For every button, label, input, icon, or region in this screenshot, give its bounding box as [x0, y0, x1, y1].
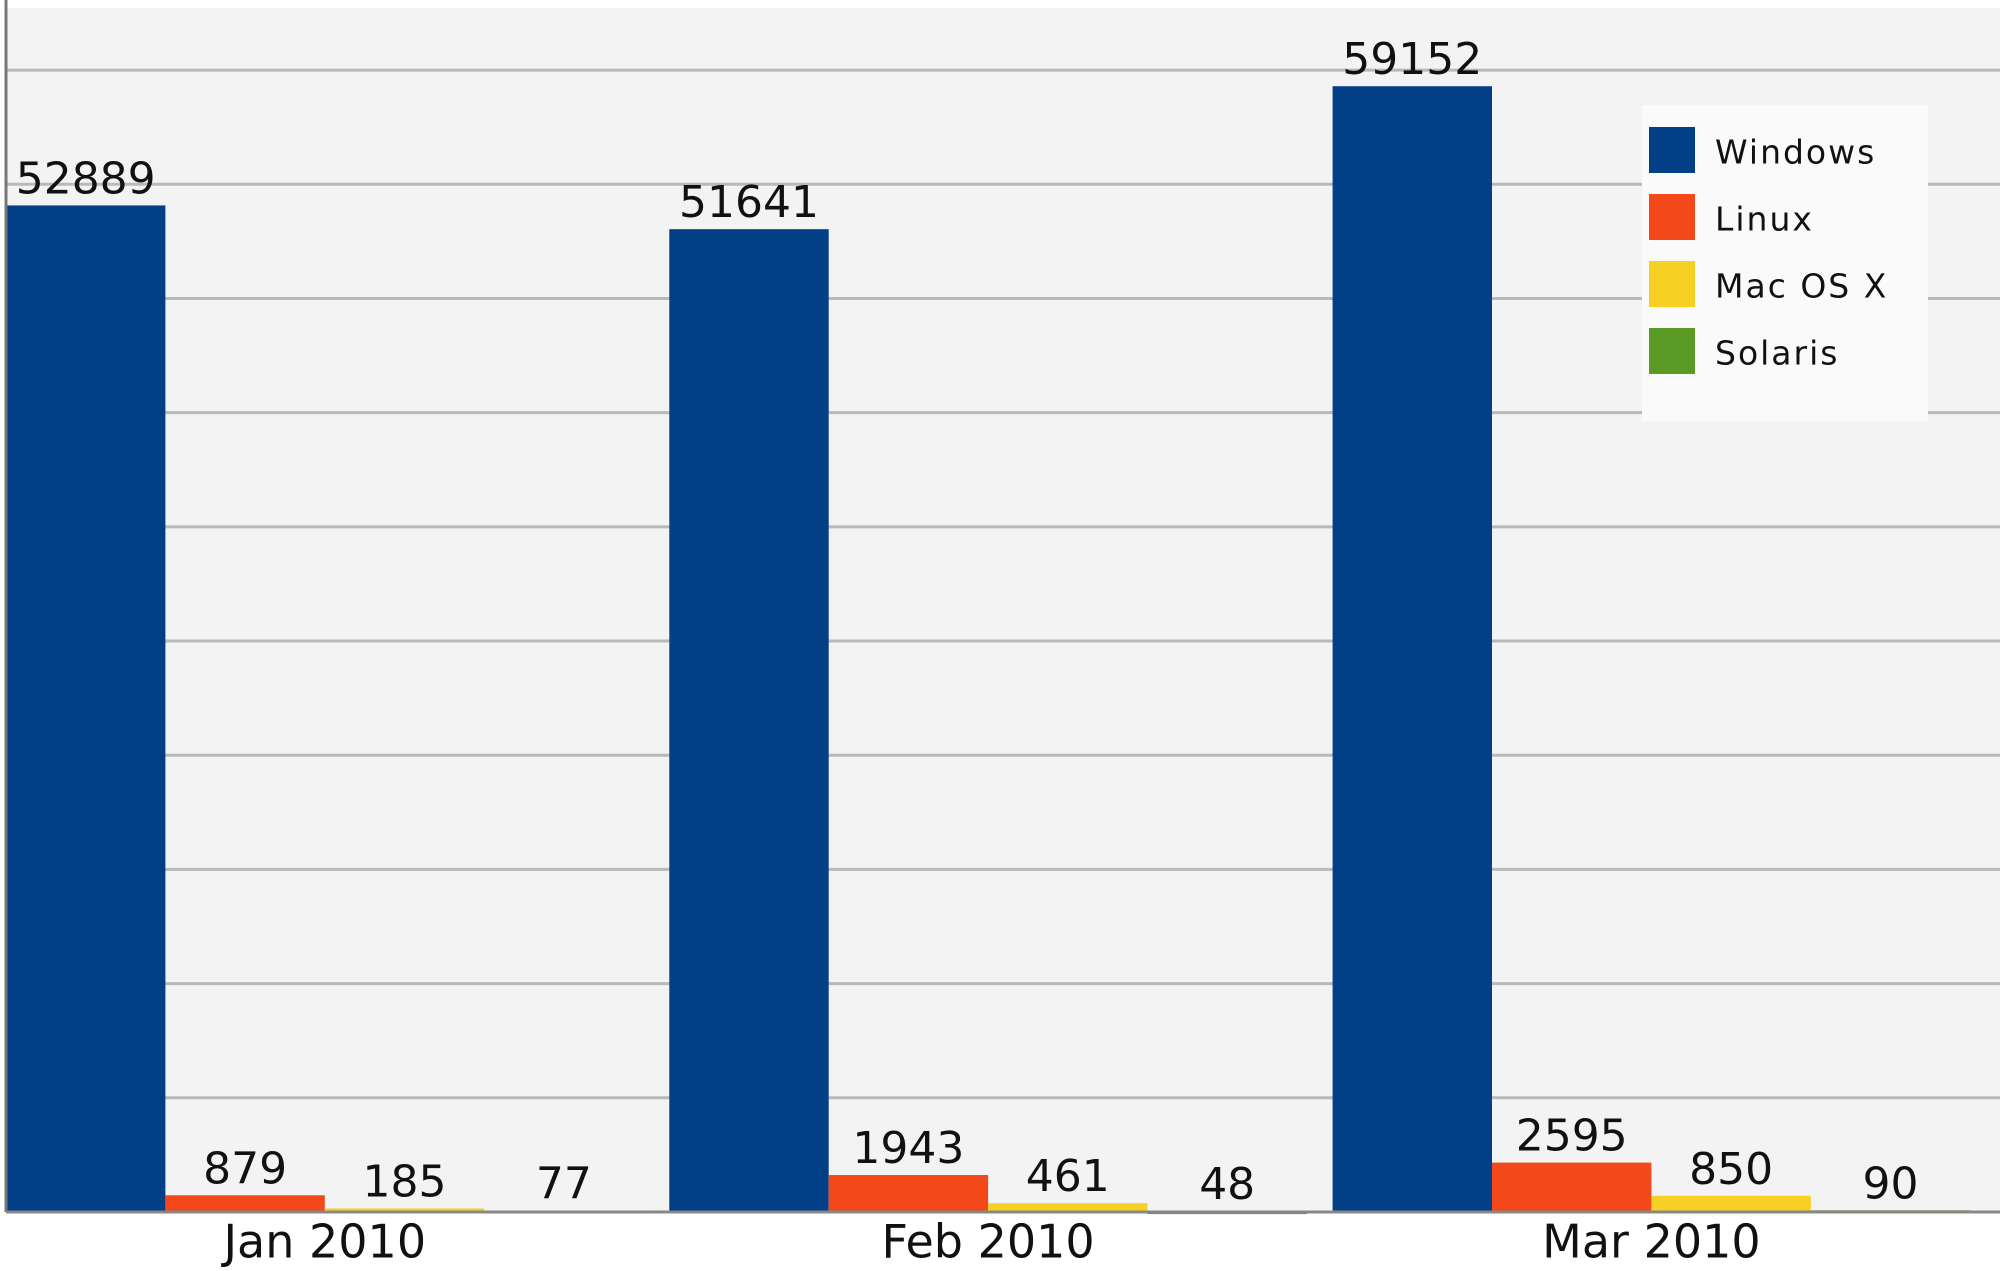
value-label: 185 [363, 1156, 447, 1207]
bar [165, 1195, 325, 1212]
value-label: 461 [1026, 1151, 1110, 1202]
value-label: 51641 [679, 177, 819, 228]
value-label: 77 [536, 1159, 592, 1210]
legend-swatch [1649, 194, 1695, 240]
legend-swatch [1649, 127, 1695, 173]
value-label: 1943 [852, 1123, 964, 1174]
x-tick-label: Feb 2010 [882, 1215, 1095, 1269]
x-tick-label: Jan 2010 [220, 1215, 426, 1269]
value-label: 52889 [16, 153, 156, 204]
legend-label: Mac OS X [1715, 267, 1888, 306]
value-label: 48 [1199, 1159, 1255, 1210]
bar [324, 1208, 485, 1212]
bar [6, 205, 166, 1212]
legend-label: Solaris [1715, 334, 1839, 373]
bar [669, 229, 829, 1212]
legend-swatch [1649, 328, 1695, 374]
value-label: 850 [1689, 1144, 1773, 1195]
x-tick-label: Mar 2010 [1542, 1215, 1760, 1269]
bar [1651, 1195, 1811, 1212]
bar [828, 1175, 989, 1212]
value-label: 59152 [1342, 34, 1482, 85]
bar [1332, 86, 1492, 1213]
bar [988, 1203, 1148, 1212]
legend-label: Linux [1715, 200, 1814, 239]
legend-label: Windows [1715, 133, 1876, 172]
bar [1492, 1162, 1652, 1212]
legend-swatch [1649, 261, 1695, 307]
value-label: 90 [1863, 1158, 1919, 1209]
value-label: 879 [203, 1143, 287, 1194]
value-label: 2595 [1516, 1111, 1628, 1162]
